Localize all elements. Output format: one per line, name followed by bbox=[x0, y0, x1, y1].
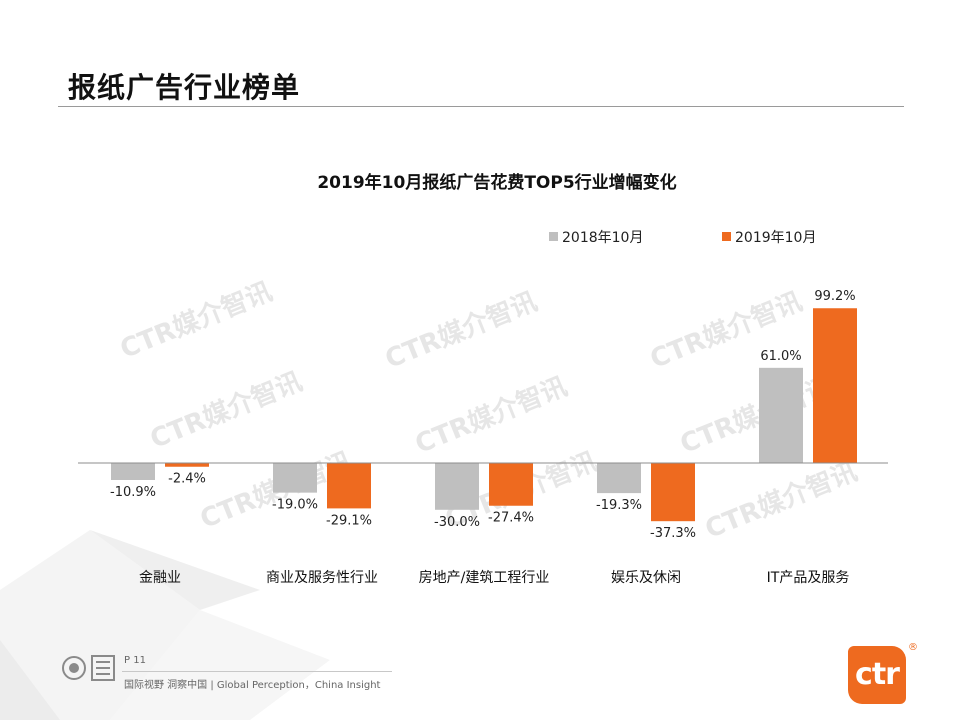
footer-slogan: 国际视野 洞察中国 | Global Perception，China Insi… bbox=[124, 680, 381, 691]
page-title: 报纸广告行业榜单 bbox=[68, 71, 301, 104]
legend-label-2019: 2019年10月 bbox=[735, 230, 816, 246]
bar-series2-3 bbox=[489, 463, 533, 506]
data-label-series2-1: -2.4% bbox=[168, 472, 206, 487]
registered-mark: ® bbox=[908, 642, 918, 653]
bars-group bbox=[111, 308, 857, 522]
data-label-series1-5: 61.0% bbox=[760, 349, 801, 364]
bar-series1-3 bbox=[435, 463, 479, 510]
bar-series2-4 bbox=[651, 463, 695, 522]
data-label-series2-3: -27.4% bbox=[488, 511, 534, 526]
category-labels-group: 金融业 商业及服务性行业 房地产/建筑工程行业 娱乐及休闲 IT产品及服务 bbox=[139, 570, 849, 586]
footer-divider bbox=[122, 671, 392, 672]
bar-series2-1 bbox=[165, 463, 209, 467]
data-label-series1-4: -19.3% bbox=[596, 498, 642, 513]
bar-series1-5 bbox=[759, 367, 803, 463]
bar-series1-1 bbox=[111, 463, 155, 481]
bar-series1-2 bbox=[273, 463, 317, 493]
ctr-logo: ctr bbox=[848, 646, 906, 704]
data-label-series2-4: -37.3% bbox=[650, 526, 696, 541]
background-decoration bbox=[0, 530, 330, 720]
category-label-1: 金融业 bbox=[139, 570, 181, 586]
data-label-series1-2: -19.0% bbox=[272, 498, 318, 513]
legend: 2018年10月 2019年10月 bbox=[549, 230, 816, 246]
title-divider bbox=[58, 106, 904, 107]
legend-swatch-2019 bbox=[722, 232, 731, 241]
legend-label-2018: 2018年10月 bbox=[562, 230, 643, 246]
data-label-series1-1: -10.9% bbox=[110, 485, 156, 500]
data-labels-group: -10.9% -19.0% -30.0% -19.3% 61.0% -2.4% -29.1%… bbox=[110, 289, 856, 541]
bar-series2-5 bbox=[813, 308, 857, 463]
bar-series1-4 bbox=[597, 463, 641, 494]
certification-logos bbox=[62, 655, 115, 681]
category-label-3: 房地产/建筑工程行业 bbox=[419, 570, 550, 586]
legend-swatch-2018 bbox=[549, 232, 558, 241]
bar-series2-2 bbox=[327, 463, 371, 509]
category-label-2: 商业及服务性行业 bbox=[266, 570, 378, 586]
data-label-series2-5: 99.2% bbox=[814, 289, 855, 304]
category-label-5: IT产品及服务 bbox=[767, 570, 850, 586]
category-label-4: 娱乐及休闲 bbox=[611, 570, 681, 586]
chart-title: 2019年10月报纸广告花费TOP5行业增幅变化 bbox=[317, 172, 676, 193]
page-number: P 11 bbox=[124, 655, 146, 666]
data-label-series1-3: -30.0% bbox=[434, 515, 480, 530]
data-label-series2-2: -29.1% bbox=[326, 513, 372, 528]
